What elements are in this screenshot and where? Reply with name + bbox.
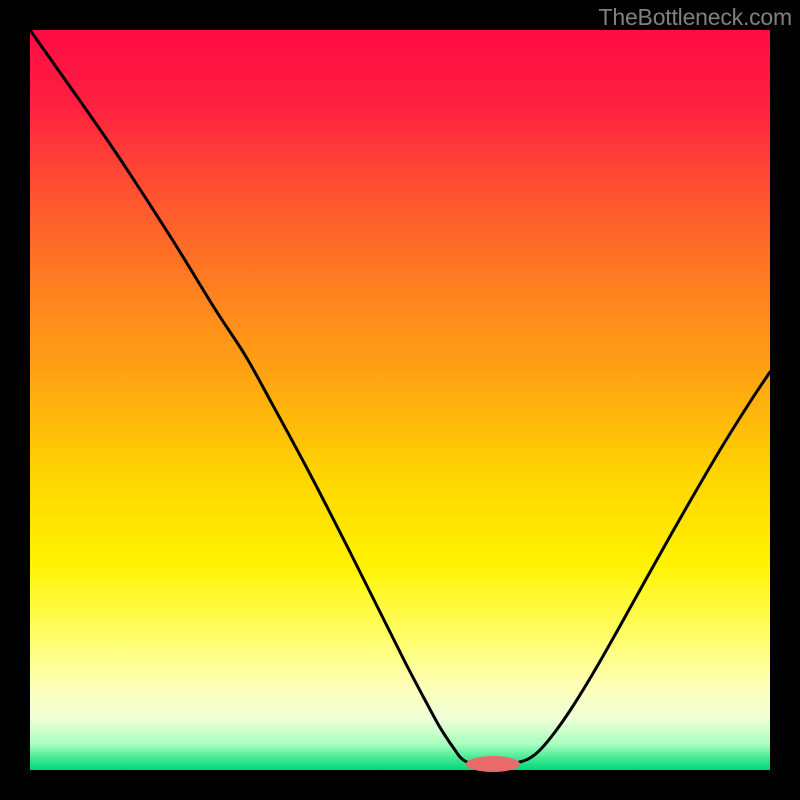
watermark-text: TheBottleneck.com <box>599 4 792 31</box>
chart-container: TheBottleneck.com <box>0 0 800 800</box>
curve-layer <box>0 0 800 800</box>
optimal-marker <box>466 756 520 772</box>
bottleneck-curve <box>30 30 770 764</box>
